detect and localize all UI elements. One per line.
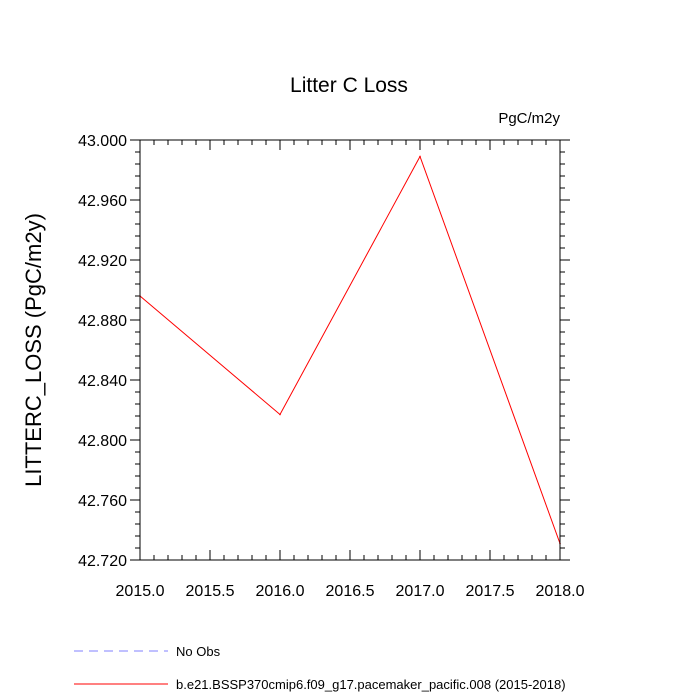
x-tick-label: 2018.0 <box>536 583 585 600</box>
y-tick-label: 42.960 <box>78 193 127 210</box>
y-tick-label: 43.000 <box>78 133 127 150</box>
data-point <box>419 155 421 158</box>
units-label: PgC/m2y <box>498 110 560 127</box>
x-tick-label: 2015.5 <box>186 583 235 600</box>
axis-ticks <box>130 139 570 561</box>
y-axis-label: LITTERC_LOSS (PgC/m2y) <box>21 213 46 487</box>
x-tick-label: 2016.5 <box>326 583 375 600</box>
plot-frame <box>139 139 561 561</box>
legend-label-0: No Obs <box>176 644 221 659</box>
x-tick-label: 2017.0 <box>396 583 445 600</box>
y-tick-label: 42.920 <box>78 253 127 270</box>
y-tick-label: 42.840 <box>78 373 127 390</box>
y-tick-label: 42.760 <box>78 493 127 510</box>
series-layer <box>139 155 561 545</box>
y-tick-label: 42.720 <box>78 553 127 570</box>
tick-labels: 2015.0 2015.5 2016.0 2016.5 2017.0 2017.5 2018… <box>78 133 585 600</box>
data-point <box>279 413 281 416</box>
chart-title: Litter C Loss <box>290 74 408 97</box>
x-tick-label: 2015.0 <box>116 583 165 600</box>
y-tick-label: 42.880 <box>78 313 127 330</box>
x-tick-label: 2016.0 <box>256 583 305 600</box>
legend: No Obs b.e21.BSSP370cmip6.f09_g17.pacemak… <box>74 644 566 692</box>
legend-label-1: b.e21.BSSP370cmip6.f09_g17.pacemaker_pac… <box>176 677 566 692</box>
x-tick-label: 2017.5 <box>466 583 515 600</box>
series-line-0 <box>139 155 561 544</box>
y-tick-label: 42.800 <box>78 433 127 450</box>
